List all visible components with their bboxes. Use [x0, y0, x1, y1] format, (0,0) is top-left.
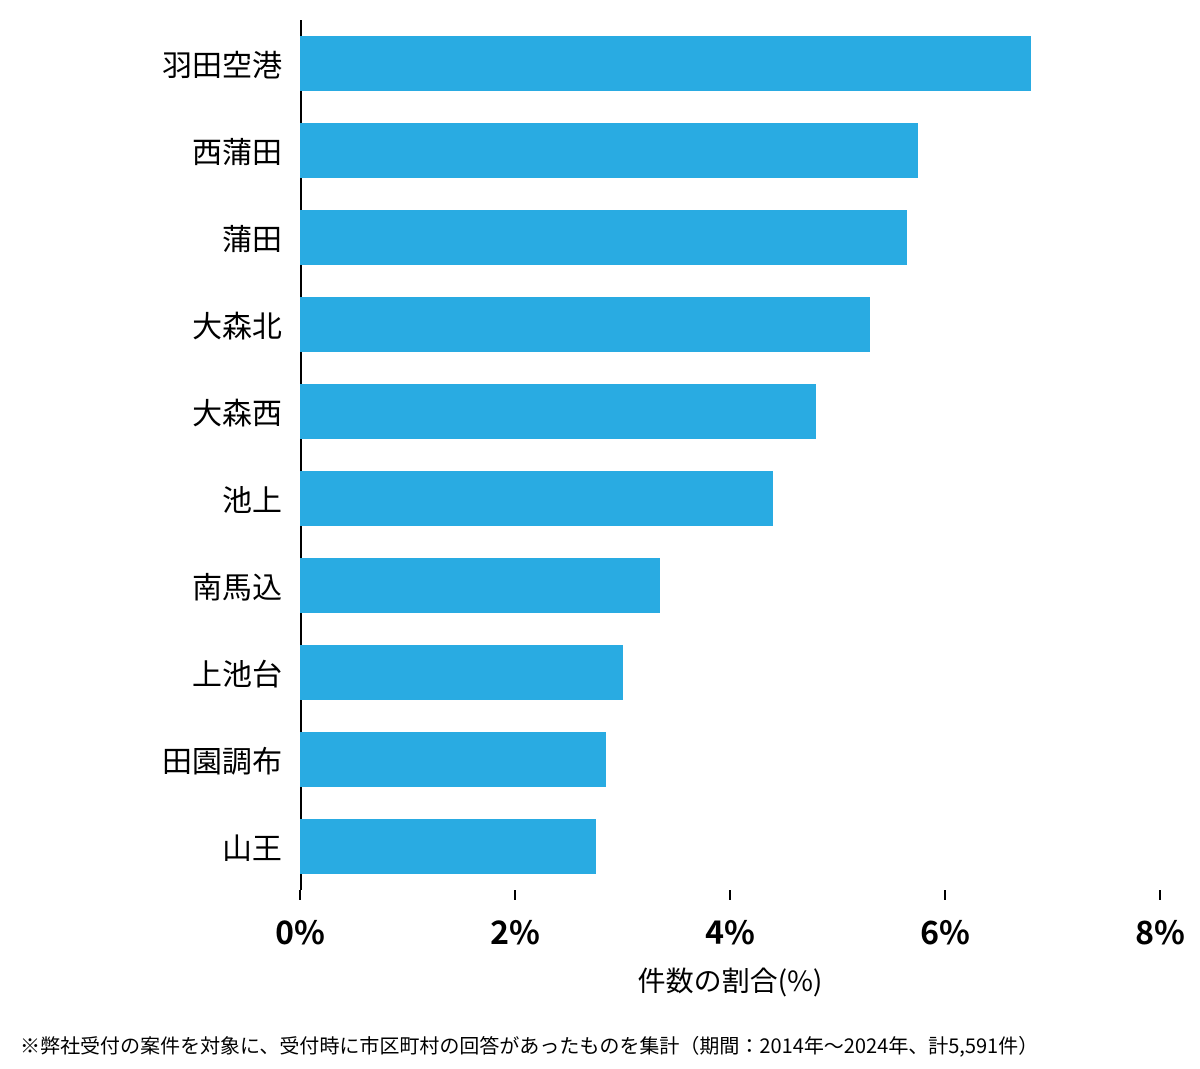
footnote-text: ※弊社受付の案件を対象に、受付時に市区町村の回答があったものを集計（期間：201…	[20, 1030, 1038, 1059]
x-tick-label: 2%	[465, 908, 565, 954]
x-tick-label: 4%	[680, 908, 780, 954]
x-tick-mark	[729, 890, 731, 900]
y-tick-label: 西蒲田	[192, 128, 282, 172]
y-tick-label: 山王	[222, 824, 282, 868]
bar	[300, 123, 918, 179]
x-tick-label: 6%	[895, 908, 995, 954]
y-tick-label: 蒲田	[222, 215, 282, 259]
bar	[300, 645, 623, 701]
x-tick-label: 0%	[250, 908, 350, 954]
bar	[300, 732, 606, 788]
plot-area	[300, 20, 1160, 890]
bar	[300, 471, 773, 527]
bar	[300, 210, 907, 266]
y-tick-label: 大森西	[192, 389, 282, 433]
bar	[300, 384, 816, 440]
bar	[300, 297, 870, 353]
x-axis-title: 件数の割合(%)	[580, 960, 880, 1000]
x-tick-mark	[944, 890, 946, 900]
y-tick-label: 上池台	[192, 650, 282, 694]
x-tick-label: 8%	[1110, 908, 1200, 954]
bar	[300, 558, 660, 614]
chart-container: 件数の割合(%) ※弊社受付の案件を対象に、受付時に市区町村の回答があったものを…	[0, 0, 1200, 1069]
y-tick-label: 田園調布	[162, 737, 282, 781]
y-tick-label: 羽田空港	[162, 41, 282, 85]
x-tick-mark	[514, 890, 516, 900]
bar	[300, 819, 596, 875]
y-tick-label: 南馬込	[192, 563, 282, 607]
x-tick-mark	[299, 890, 301, 900]
y-tick-label: 大森北	[192, 302, 282, 346]
y-tick-label: 池上	[222, 476, 282, 520]
bar	[300, 36, 1031, 92]
x-tick-mark	[1159, 890, 1161, 900]
